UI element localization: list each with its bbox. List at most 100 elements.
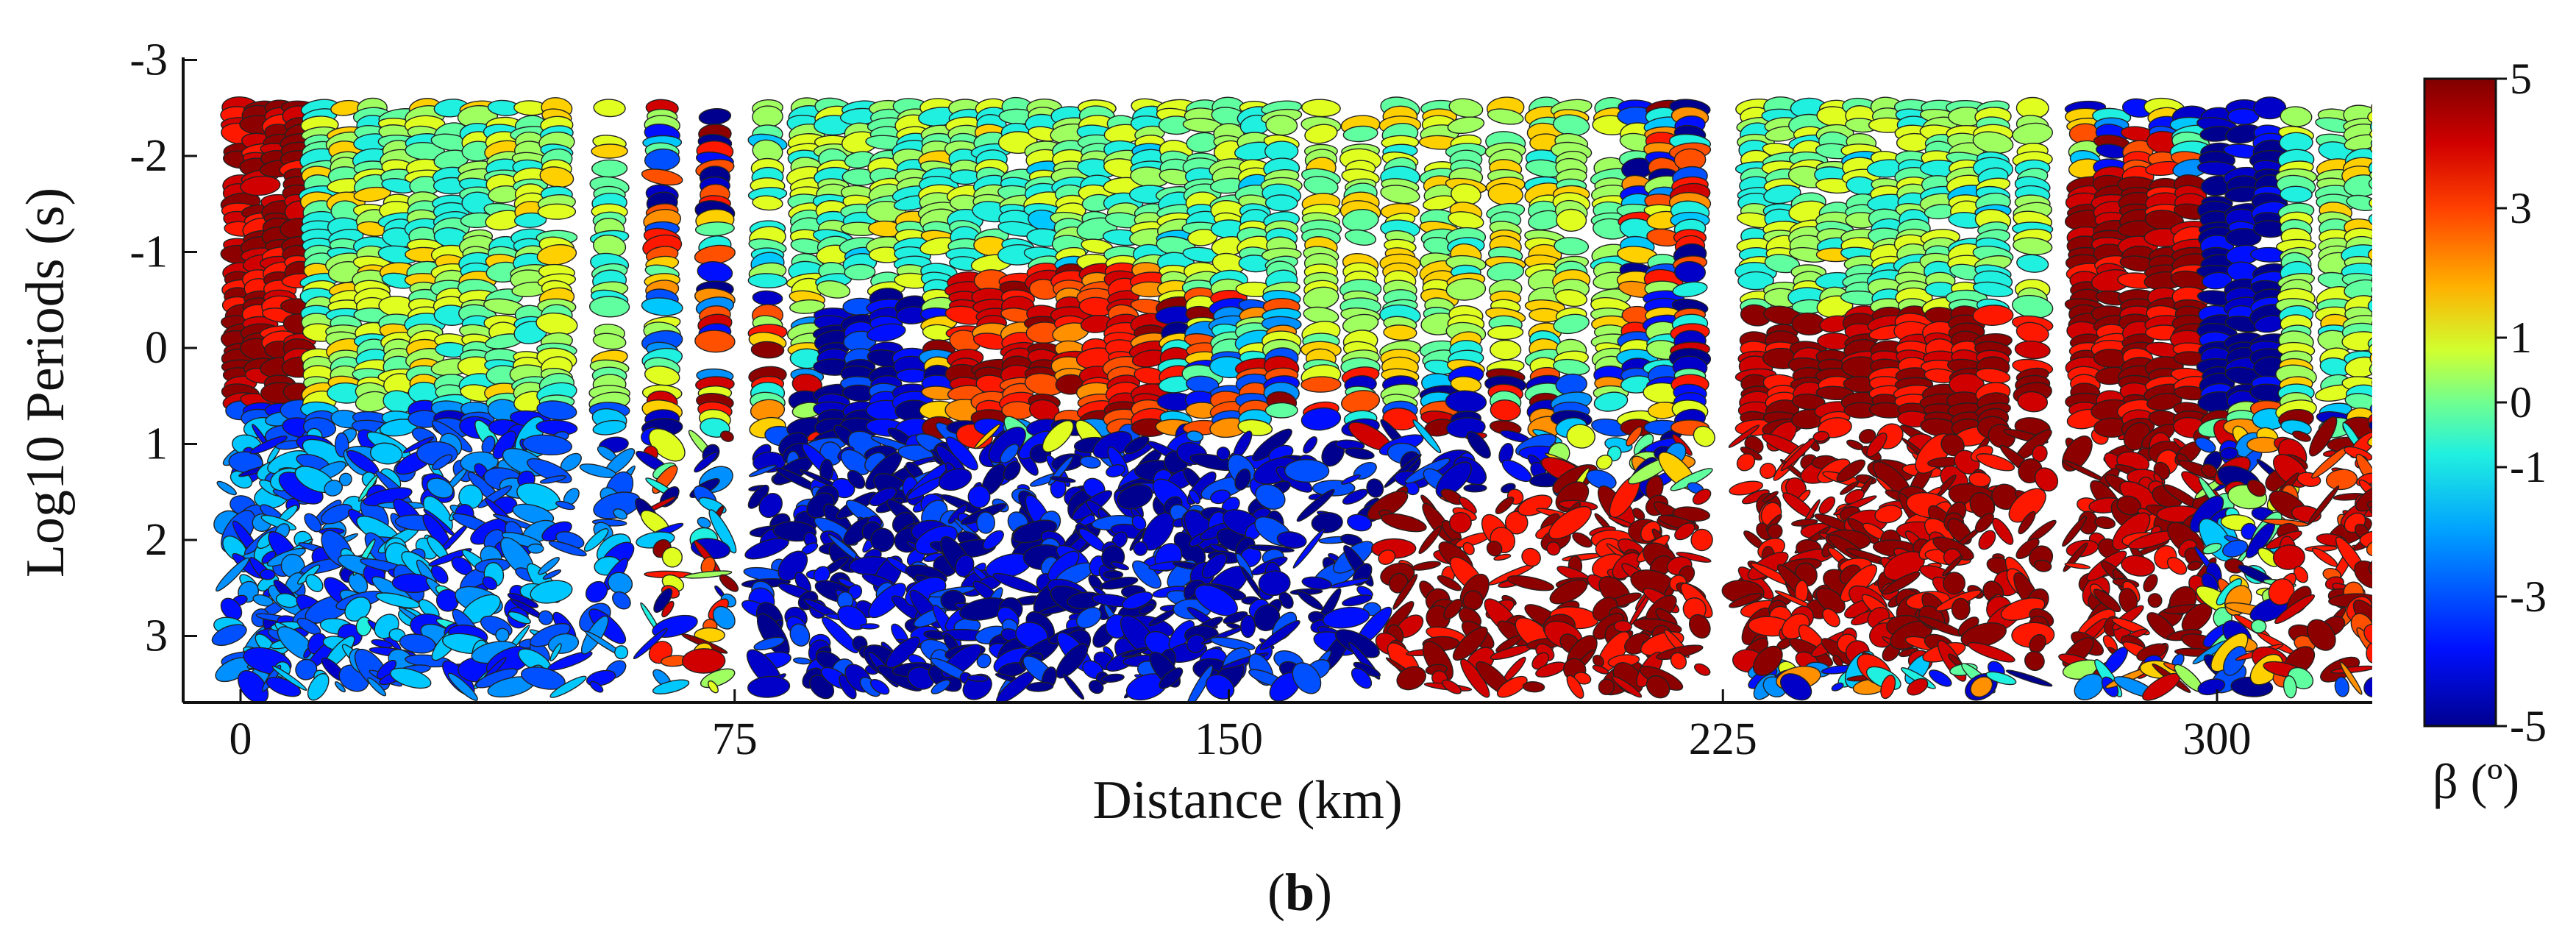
phase-tensor-ellipse (334, 681, 346, 693)
phase-tensor-ellipse (2371, 307, 2372, 324)
phase-tensor-ellipse (2367, 296, 2372, 318)
phase-tensor-ellipse (2499, 241, 2541, 269)
phase-tensor-ellipse (2370, 254, 2372, 274)
phase-tensor-ellipse (2371, 592, 2372, 626)
phase-tensor-ellipse (2501, 252, 2540, 276)
y-axis: -3 -2 -1 0 1 2 3 (129, 35, 197, 703)
y-tick-label: 2 (145, 515, 168, 565)
phase-tensor-ellipse (2509, 650, 2542, 671)
phase-tensor-ellipse (844, 263, 876, 281)
phase-tensor-ellipse (211, 624, 247, 647)
phase-tensor-ellipse (2497, 504, 2522, 525)
phase-tensor-ellipse (2392, 590, 2427, 628)
phase-tensor-ellipse (2373, 614, 2394, 639)
phase-tensor-ellipse (747, 273, 788, 289)
phase-tensor-ellipse (2369, 401, 2372, 420)
y-tick-label: -2 (129, 131, 168, 181)
phase-tensor-ellipse (2374, 433, 2410, 457)
phase-tensor-ellipse (860, 623, 880, 630)
phase-tensor-ellipse (2378, 574, 2423, 592)
phase-tensor-ellipse (1463, 483, 1487, 493)
phase-tensor-ellipse (2367, 331, 2372, 352)
phase-tensor-ellipse (390, 667, 432, 689)
y-tick-label: -1 (129, 227, 168, 277)
colorbar-tick-label: 1 (2510, 313, 2532, 362)
phase-tensor-ellipse (2500, 170, 2541, 185)
phase-tensor-ellipse (1951, 597, 1971, 621)
phase-tensor-ellipse (2502, 271, 2538, 291)
phase-tensor-ellipse (1264, 194, 1298, 212)
phase-tensor-ellipse (435, 589, 459, 612)
phase-tensor-ellipse (2370, 629, 2413, 675)
phase-tensor-ellipse (2369, 356, 2372, 378)
colorbar: 5 3 1 0 -1 -3 -5 β (º) (2423, 54, 2547, 809)
phase-tensor-ellipse (422, 513, 451, 550)
phase-tensor-ellipse (220, 597, 243, 621)
x-tick-label: 75 (712, 714, 758, 764)
phase-tensor-ellipse (2371, 147, 2405, 172)
phase-tensor-ellipse (2373, 221, 2404, 238)
phase-tensor-ellipse (2499, 522, 2517, 541)
phase-tensor-ellipse (1103, 570, 1124, 579)
phase-tensor-ellipse (2373, 238, 2404, 255)
phase-tensor-ellipse (2398, 580, 2422, 603)
phase-tensor-ellipse (2511, 665, 2538, 692)
colorbar-tick-label: -3 (2510, 572, 2547, 621)
colorbar-tick-label: -5 (2510, 702, 2547, 750)
phase-tensor-ellipse (2372, 382, 2404, 404)
phase-tensor-ellipse (1264, 402, 1298, 419)
phase-tensor-ellipse (2368, 157, 2372, 180)
phase-tensor-ellipse (2369, 143, 2372, 160)
phase-tensor-ellipse (249, 435, 288, 455)
phase-tensor-ellipse (495, 628, 510, 642)
phase-tensor-ellipse (682, 648, 726, 674)
phase-tensor-ellipse (216, 557, 249, 592)
phase-tensor-ellipse (2391, 497, 2425, 531)
phase-tensor-ellipse (1613, 620, 1632, 633)
phase-tensor-ellipse (2508, 675, 2530, 698)
x-tick-label: 225 (1689, 714, 1757, 764)
phase-tensor-ellipse (369, 442, 403, 465)
phase-tensor-ellipse (2501, 109, 2540, 125)
panel-label-open: ( (1267, 863, 1285, 922)
phase-tensor-ellipse (432, 454, 453, 471)
phase-tensor-ellipse (2394, 619, 2428, 650)
phase-tensor-ellipse (2407, 515, 2424, 530)
phase-tensor-ellipse (216, 480, 237, 496)
phase-tensor-ellipse (2508, 632, 2533, 655)
phase-tensor-ellipse (2500, 132, 2540, 153)
phase-tensor-ellipse (2510, 510, 2547, 536)
phase-tensor-ellipse (2369, 504, 2372, 524)
phase-tensor-ellipse (2374, 561, 2399, 588)
phase-tensor-ellipse (324, 480, 344, 497)
phase-tensor-ellipse (2367, 107, 2372, 127)
phase-tensor-ellipse (2371, 280, 2372, 299)
phase-tensor-ellipse (2499, 235, 2541, 257)
phase-tensor-ellipse (2370, 290, 2372, 306)
ellipse-layer (211, 96, 2547, 703)
colorbar-label: β (º) (2433, 753, 2519, 809)
phase-tensor-ellipse (367, 677, 387, 697)
phase-tensor-ellipse (307, 672, 330, 701)
x-tick-label: 0 (230, 714, 252, 764)
colorbar-tick-label: 3 (2510, 184, 2532, 232)
phase-tensor-ellipse (2368, 210, 2372, 230)
phase-tensor-ellipse (1240, 614, 1256, 639)
phase-tensor-ellipse (2382, 654, 2418, 686)
phase-tensor-ellipse (591, 143, 628, 159)
phase-tensor-ellipse (428, 548, 472, 566)
panel-label-letter: b (1285, 863, 1314, 922)
phase-tensor-ellipse (2374, 629, 2399, 658)
phase-tensor-ellipse (2385, 550, 2404, 565)
phase-tensor-ellipse (2371, 96, 2372, 119)
phase-tensor-ellipse (2504, 360, 2536, 374)
phase-tensor-ellipse (2368, 340, 2372, 360)
phase-tensor-ellipse (2389, 664, 2416, 693)
panel-label-close: ) (1314, 863, 1332, 922)
phase-tensor-ellipse (2371, 271, 2372, 291)
phase-tensor-ellipse (2501, 628, 2539, 642)
phase-tensor-ellipse (527, 543, 544, 554)
phase-tensor-ellipse (589, 296, 630, 318)
colorbar-tick-label: -1 (2510, 443, 2547, 491)
